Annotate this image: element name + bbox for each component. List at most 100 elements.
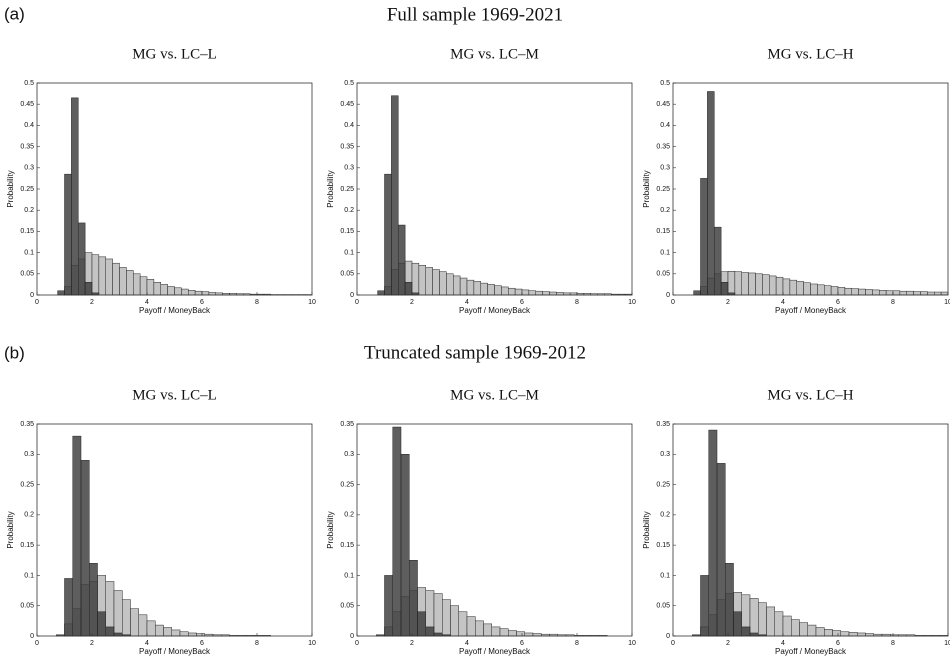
y-tick-label: 0.5 xyxy=(24,80,34,87)
y-tick-label: 0.05 xyxy=(20,603,34,610)
section-label: (b) xyxy=(4,343,25,362)
y-tick-label: 0.15 xyxy=(340,542,354,549)
y-tick-label: 0.1 xyxy=(660,572,670,579)
y-tick-label: 0.2 xyxy=(660,512,670,519)
y-axis-label: Probability xyxy=(6,170,15,207)
bar xyxy=(700,178,708,296)
bar xyxy=(851,288,859,296)
y-tick-label: 0.25 xyxy=(20,481,34,488)
bar xyxy=(727,271,736,296)
bar xyxy=(155,624,164,637)
bar xyxy=(432,269,440,296)
bar xyxy=(153,282,161,296)
y-tick-label: 0.45 xyxy=(656,101,670,108)
chart-title: MG vs. LC–M xyxy=(450,46,539,62)
bar xyxy=(72,435,82,637)
x-tick-label: 0 xyxy=(35,640,39,647)
y-axis-label: Probability xyxy=(326,511,335,548)
bar xyxy=(425,267,433,296)
y-tick-label: 0.25 xyxy=(656,481,670,488)
bar xyxy=(796,281,804,296)
x-tick-label: 8 xyxy=(255,640,259,647)
y-tick-label: 0 xyxy=(30,292,34,299)
bar xyxy=(734,271,742,296)
y-tick-label: 0.2 xyxy=(344,207,354,214)
bar xyxy=(872,289,880,296)
bar xyxy=(167,286,175,296)
y-axis-label: Probability xyxy=(6,511,15,548)
y-tick-label: 0.35 xyxy=(20,143,34,150)
y-tick-label: 0.35 xyxy=(20,421,34,428)
bar xyxy=(521,289,530,296)
bar xyxy=(749,598,759,637)
bar xyxy=(400,454,410,637)
bar xyxy=(71,97,79,296)
bar xyxy=(782,278,791,296)
x-tick-label: 6 xyxy=(836,299,840,306)
bar xyxy=(789,279,797,296)
y-tick-label: 0.1 xyxy=(24,249,34,256)
y-tick-label: 0.3 xyxy=(660,165,670,172)
x-axis-label: Payoff / MoneyBack xyxy=(459,306,531,315)
x-tick-label: 2 xyxy=(410,640,414,647)
bar xyxy=(105,258,113,296)
bar xyxy=(391,95,399,296)
bar xyxy=(126,270,134,296)
y-tick-label: 0.2 xyxy=(344,512,354,519)
bar xyxy=(133,273,141,296)
bar xyxy=(824,629,833,637)
bar xyxy=(708,429,718,637)
y-tick-label: 0.05 xyxy=(656,271,670,278)
bar xyxy=(774,611,784,637)
x-tick-label: 6 xyxy=(200,640,204,647)
y-tick-label: 0.4 xyxy=(344,122,354,129)
bar xyxy=(80,460,90,637)
y-tick-label: 0.1 xyxy=(660,249,670,256)
bar xyxy=(762,274,770,296)
bar xyxy=(433,593,443,637)
bar xyxy=(439,271,447,296)
bar xyxy=(442,599,451,637)
x-tick-label: 6 xyxy=(520,640,524,647)
bar xyxy=(122,599,131,637)
y-tick-label: 0.35 xyxy=(340,421,354,428)
bar xyxy=(450,605,459,637)
bar xyxy=(418,265,426,296)
y-tick-label: 0.45 xyxy=(340,101,354,108)
bar xyxy=(707,91,715,296)
y-tick-label: 0.3 xyxy=(660,451,670,458)
chart-title: MG vs. LC–H xyxy=(767,387,853,403)
y-tick-label: 0.25 xyxy=(340,481,354,488)
x-tick-label: 6 xyxy=(520,299,524,306)
x-axis-label: Payoff / MoneyBack xyxy=(459,647,531,656)
x-tick-label: 8 xyxy=(255,299,259,306)
bar xyxy=(733,611,742,637)
x-tick-label: 6 xyxy=(200,299,204,306)
x-tick-label: 6 xyxy=(836,640,840,647)
y-tick-label: 0.05 xyxy=(20,271,34,278)
y-tick-label: 0.45 xyxy=(20,101,34,108)
bar xyxy=(494,285,502,296)
y-tick-label: 0.05 xyxy=(656,603,670,610)
bar xyxy=(720,282,729,296)
bar xyxy=(181,288,189,296)
chart-title: MG vs. LC–M xyxy=(450,387,539,403)
bar xyxy=(741,626,751,637)
bar xyxy=(499,628,509,637)
x-tick-label: 4 xyxy=(465,640,469,647)
bar xyxy=(913,291,921,296)
chart-title: MG vs. LC–L xyxy=(132,387,217,403)
y-tick-label: 0 xyxy=(30,633,34,640)
x-tick-label: 4 xyxy=(145,640,149,647)
bar xyxy=(417,611,426,637)
bar xyxy=(458,611,468,637)
bar xyxy=(940,291,949,296)
bar xyxy=(775,276,784,296)
bar xyxy=(119,267,127,296)
y-tick-label: 0.2 xyxy=(24,207,34,214)
bar xyxy=(549,291,557,296)
x-tick-label: 2 xyxy=(410,299,414,306)
bar xyxy=(453,275,461,296)
bar xyxy=(830,286,839,296)
panel: MG vs. LC–L 0 0.05 0.1 0.15 0.2 0.25 0.3 0.35 0 2 4… xyxy=(6,387,316,656)
